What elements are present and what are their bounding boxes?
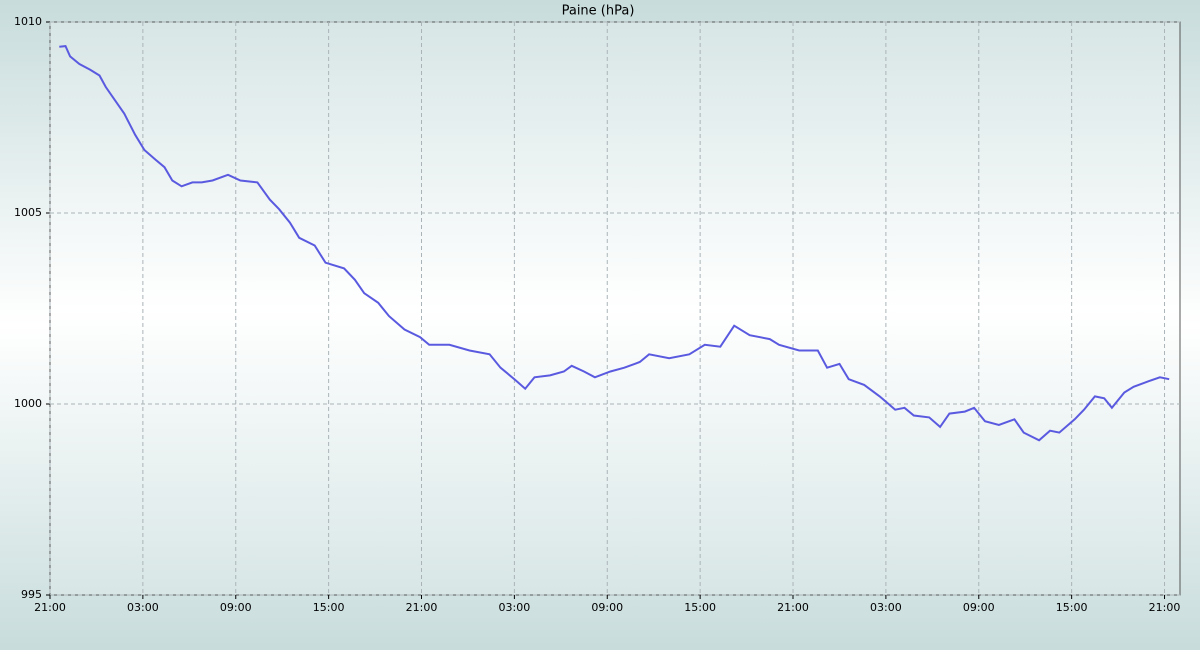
x-tick-label: 15:00: [1056, 601, 1088, 614]
chart-title: Paine (hPa): [562, 4, 635, 19]
y-tick-label: 995: [21, 588, 42, 601]
x-tick-label: 21:00: [406, 601, 438, 614]
x-tick-label: 09:00: [591, 601, 623, 614]
x-tick-label: 21:00: [777, 601, 809, 614]
x-tick-label: 15:00: [684, 601, 716, 614]
x-tick-label: 15:00: [313, 601, 345, 614]
x-tick-label: 09:00: [220, 601, 252, 614]
y-tick-label: 1005: [14, 206, 42, 219]
y-tick-label: 1000: [14, 397, 42, 410]
plot-area: [49, 21, 1181, 596]
x-tick-label: 03:00: [127, 601, 159, 614]
y-tick-label: 1010: [14, 15, 42, 28]
x-tick-label: 03:00: [870, 601, 902, 614]
data-line: [59, 45, 1170, 442]
x-tick-label: 03:00: [499, 601, 531, 614]
x-tick-label: 21:00: [34, 601, 66, 614]
x-tick-label: 09:00: [963, 601, 995, 614]
x-tick-label: 21:00: [1149, 601, 1181, 614]
